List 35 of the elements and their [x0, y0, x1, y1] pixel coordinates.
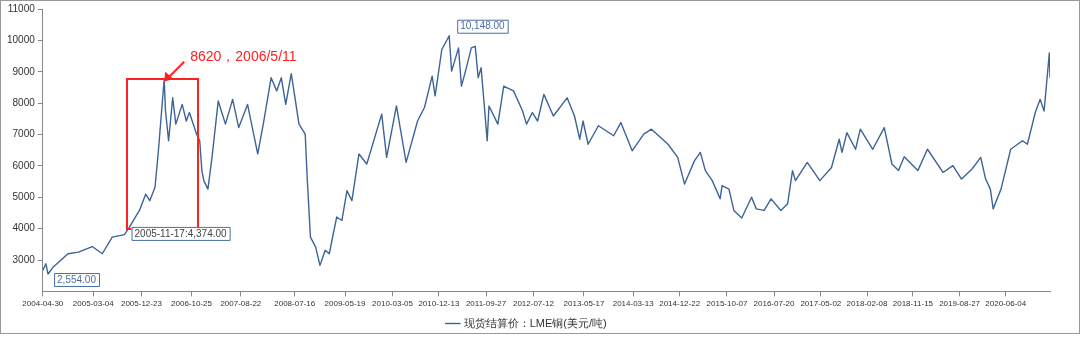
y-tick-label: 5000	[12, 191, 36, 203]
x-tick-label: 2005-03-04	[72, 299, 115, 309]
y-tick-label: 10000	[7, 34, 36, 46]
y-tick-label: 7000	[12, 128, 36, 140]
x-tick-label: 2014-12-22	[659, 299, 701, 309]
x-tick-label: 2016-07-20	[753, 299, 796, 309]
x-tick-label: 2019-08-27	[939, 299, 981, 309]
x-tick-label: 2009-05-19	[324, 299, 367, 309]
annotation: 8620，2006/5/11	[190, 47, 297, 64]
annotation: 10,148.00	[460, 20, 506, 32]
y-tick-label: 8000	[12, 96, 36, 108]
x-tick-label: 2020-06-04	[985, 299, 1027, 309]
x-tick-label: 2012-07-12	[512, 299, 555, 309]
x-tick-label: 2008-07-16	[274, 299, 316, 309]
x-tick-label: 2005-12-23	[120, 299, 163, 309]
x-tick-label: 2010-12-13	[418, 299, 460, 309]
y-tick-label: 4000	[12, 222, 36, 234]
x-tick-label: 2014-03-13	[612, 299, 655, 309]
x-tick-label: 2010-03-05	[372, 299, 414, 309]
x-tick-label: 2011-09-27	[465, 299, 507, 309]
y-tick-label: 9000	[12, 65, 36, 77]
legend-label: 现货结算价：LME铜(美元/吨)	[463, 316, 607, 329]
annotation: 2005-11-17:4,374.00	[134, 227, 228, 239]
y-tick-label: 3000	[12, 253, 36, 265]
x-tick-label: 2018-02-08	[846, 299, 889, 309]
x-tick-label: 2018-11-15	[892, 299, 934, 309]
x-tick-label: 2006-10-25	[171, 299, 213, 309]
x-tick-label: 2017-05-02	[800, 299, 842, 309]
annotation: 2,554.00	[57, 273, 97, 285]
y-tick-label: 11000	[7, 2, 36, 14]
y-tick-label: 6000	[12, 159, 36, 171]
x-tick-label: 2013-05-17	[563, 299, 606, 309]
x-tick-label: 2004-04-30	[22, 299, 64, 309]
x-tick-label: 2015-10-07	[706, 299, 748, 309]
x-tick-label: 2007-08-22	[220, 299, 262, 309]
